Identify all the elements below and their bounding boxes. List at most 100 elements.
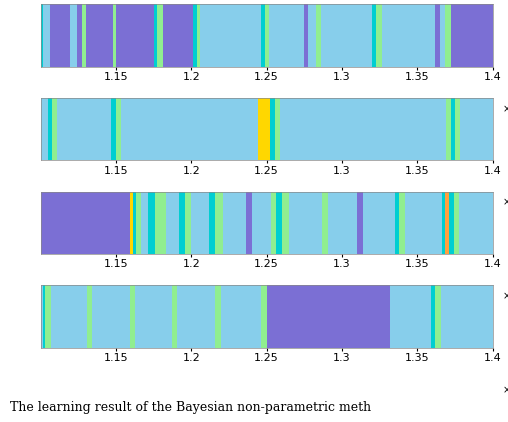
Bar bbox=[215, 192, 223, 254]
Bar bbox=[357, 192, 363, 254]
Bar bbox=[130, 192, 133, 254]
Bar bbox=[48, 98, 52, 160]
Bar bbox=[92, 285, 130, 348]
Bar bbox=[185, 192, 192, 254]
Bar bbox=[435, 285, 441, 348]
Bar bbox=[51, 285, 87, 348]
Bar bbox=[43, 4, 50, 67]
Bar bbox=[310, 285, 351, 348]
Bar bbox=[280, 98, 446, 160]
Bar bbox=[155, 192, 166, 254]
Bar bbox=[441, 192, 444, 254]
Bar bbox=[444, 4, 451, 67]
Bar bbox=[41, 4, 43, 67]
Text: $\times10^4$: $\times10^4$ bbox=[502, 195, 508, 208]
Bar bbox=[282, 192, 289, 254]
Bar bbox=[304, 4, 308, 67]
Bar bbox=[116, 4, 154, 67]
Bar bbox=[451, 4, 493, 67]
Bar bbox=[275, 98, 280, 160]
Text: $\times10^4$: $\times10^4$ bbox=[502, 288, 508, 302]
Bar bbox=[172, 285, 177, 348]
Bar bbox=[177, 285, 215, 348]
Bar bbox=[323, 192, 329, 254]
Bar bbox=[163, 4, 193, 67]
Bar bbox=[111, 98, 116, 160]
Bar bbox=[41, 285, 43, 348]
Bar bbox=[43, 285, 45, 348]
Bar bbox=[136, 192, 141, 254]
Bar bbox=[70, 4, 77, 67]
Bar bbox=[440, 4, 444, 67]
Bar bbox=[262, 4, 265, 67]
Bar bbox=[376, 4, 382, 67]
Bar bbox=[133, 192, 136, 254]
Bar bbox=[431, 285, 435, 348]
Bar bbox=[57, 98, 111, 160]
Bar bbox=[209, 192, 215, 254]
Text: The learning result of the Bayesian non-parametric meth: The learning result of the Bayesian non-… bbox=[10, 400, 371, 414]
Bar bbox=[261, 285, 267, 348]
Bar bbox=[52, 98, 57, 160]
Bar bbox=[271, 192, 276, 254]
Bar bbox=[454, 192, 459, 254]
Bar bbox=[141, 192, 148, 254]
Bar bbox=[455, 98, 460, 160]
Bar bbox=[154, 4, 157, 67]
Bar bbox=[193, 4, 197, 67]
Bar bbox=[372, 4, 376, 67]
Bar bbox=[459, 192, 493, 254]
Text: $\times10^4$: $\times10^4$ bbox=[502, 101, 508, 115]
Bar bbox=[86, 4, 113, 67]
Bar bbox=[113, 4, 116, 67]
Bar bbox=[130, 285, 135, 348]
Bar bbox=[197, 4, 200, 67]
Bar bbox=[405, 192, 441, 254]
Bar bbox=[363, 192, 395, 254]
Bar bbox=[329, 192, 357, 254]
Bar bbox=[135, 285, 172, 348]
Bar bbox=[223, 192, 245, 254]
Bar bbox=[166, 192, 179, 254]
Bar bbox=[382, 4, 435, 67]
Bar bbox=[399, 192, 405, 254]
Text: $\times10^4$: $\times10^4$ bbox=[502, 382, 508, 396]
Bar bbox=[121, 98, 258, 160]
Bar bbox=[308, 4, 316, 67]
Bar bbox=[45, 285, 51, 348]
Bar bbox=[82, 4, 86, 67]
Bar bbox=[451, 98, 455, 160]
Bar bbox=[87, 285, 92, 348]
Bar bbox=[270, 98, 275, 160]
Bar bbox=[441, 285, 493, 348]
Bar bbox=[316, 4, 321, 67]
Bar bbox=[449, 192, 454, 254]
Bar bbox=[321, 4, 372, 67]
Bar bbox=[390, 285, 431, 348]
Bar bbox=[435, 4, 440, 67]
Bar bbox=[395, 192, 399, 254]
Bar bbox=[446, 98, 451, 160]
Bar bbox=[200, 4, 262, 67]
Bar bbox=[215, 285, 221, 348]
Bar bbox=[41, 98, 48, 160]
Bar bbox=[265, 4, 269, 67]
Bar bbox=[269, 4, 304, 67]
Bar bbox=[267, 285, 310, 348]
Bar bbox=[148, 192, 155, 254]
Bar bbox=[157, 4, 163, 67]
Bar bbox=[444, 192, 449, 254]
Bar bbox=[192, 192, 209, 254]
Bar bbox=[179, 192, 185, 254]
Bar bbox=[258, 98, 270, 160]
Bar bbox=[460, 98, 493, 160]
Bar bbox=[245, 192, 251, 254]
Bar bbox=[41, 192, 130, 254]
Bar bbox=[290, 192, 323, 254]
Bar bbox=[221, 285, 261, 348]
Bar bbox=[116, 98, 121, 160]
Bar bbox=[50, 4, 70, 67]
Bar bbox=[351, 285, 390, 348]
Bar bbox=[276, 192, 282, 254]
Bar bbox=[251, 192, 271, 254]
